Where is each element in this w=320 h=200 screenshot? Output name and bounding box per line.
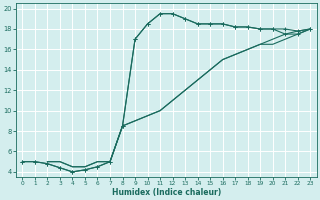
- X-axis label: Humidex (Indice chaleur): Humidex (Indice chaleur): [112, 188, 221, 197]
